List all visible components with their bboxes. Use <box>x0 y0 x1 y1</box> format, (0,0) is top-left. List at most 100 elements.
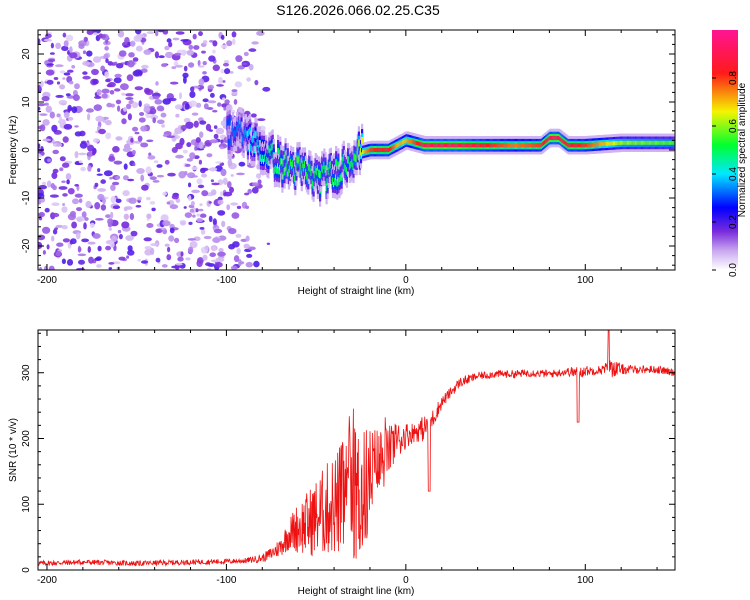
noise-speckle <box>171 66 177 70</box>
noise-speckle <box>110 196 117 204</box>
noise-speckle <box>156 174 165 178</box>
noise-speckle <box>184 103 190 110</box>
noise-speckle <box>74 193 83 198</box>
noise-speckle <box>105 132 112 140</box>
noise-speckle <box>138 100 142 107</box>
noise-speckle <box>196 178 203 185</box>
spectral-cell <box>277 148 280 156</box>
noise-speckle <box>52 168 59 174</box>
noise-speckle <box>45 33 52 39</box>
noise-speckle <box>79 141 88 149</box>
noise-speckle <box>62 77 66 80</box>
noise-speckle <box>245 205 250 209</box>
noise-speckle <box>150 243 160 247</box>
noise-speckle <box>114 88 121 92</box>
noise-speckle <box>251 41 259 45</box>
noise-speckle <box>248 63 254 71</box>
noise-speckle <box>140 125 148 132</box>
noise-speckle <box>97 188 106 192</box>
noise-speckle <box>125 97 134 100</box>
noise-speckle <box>141 184 149 191</box>
noise-speckle <box>228 228 237 235</box>
noise-speckle <box>121 92 126 96</box>
noise-speckle <box>38 154 42 158</box>
noise-speckle <box>160 214 169 222</box>
noise-speckle <box>123 175 129 181</box>
noise-speckle <box>243 51 249 57</box>
noise-speckle <box>71 106 78 114</box>
noise-speckle <box>62 136 69 143</box>
noise-speckle <box>156 164 163 168</box>
noise-speckle <box>61 162 70 168</box>
noise-speckle <box>101 93 108 99</box>
noise-speckle <box>166 201 171 205</box>
noise-speckle <box>180 39 189 42</box>
noise-speckle <box>45 105 52 113</box>
noise-speckle <box>205 262 212 267</box>
noise-speckle <box>127 249 135 256</box>
noise-speckle <box>223 62 229 67</box>
noise-speckle <box>130 137 134 143</box>
spectral-cell <box>608 141 611 146</box>
noise-speckle <box>67 116 74 121</box>
noise-speckle <box>101 34 106 39</box>
noise-speckle <box>166 254 172 261</box>
noise-speckle <box>162 228 168 235</box>
noise-speckle <box>161 124 166 128</box>
spectrogram-x-tick-label: -100 <box>216 275 236 286</box>
noise-speckle <box>83 36 89 42</box>
noise-speckle <box>77 245 81 253</box>
snr-y-tick-label: 100 <box>21 495 32 512</box>
noise-speckle <box>256 30 265 36</box>
noise-speckle <box>175 142 183 150</box>
noise-speckle <box>174 127 183 134</box>
noise-speckle <box>197 65 205 68</box>
noise-speckle <box>51 124 58 133</box>
noise-speckle <box>213 125 218 129</box>
noise-speckle <box>61 258 66 265</box>
noise-speckle <box>168 41 173 48</box>
noise-speckle <box>81 211 87 219</box>
noise-speckle <box>56 242 64 247</box>
noise-speckle <box>217 199 224 205</box>
noise-speckle <box>230 265 238 270</box>
noise-speckle <box>59 70 66 74</box>
noise-speckle <box>51 212 60 218</box>
noise-speckle <box>160 112 167 118</box>
noise-speckle <box>108 156 116 162</box>
noise-speckle <box>44 207 50 213</box>
noise-speckle <box>257 179 262 185</box>
spectral-cell <box>672 140 675 145</box>
noise-speckle <box>206 267 212 270</box>
spectrogram-y-tick-label: 10 <box>21 96 32 108</box>
noise-speckle <box>94 202 101 210</box>
noise-speckle <box>256 118 266 121</box>
noise-speckle <box>184 212 193 219</box>
noise-speckle <box>217 251 226 257</box>
noise-speckle <box>59 84 66 90</box>
noise-speckle <box>230 202 239 206</box>
noise-speckle <box>215 262 223 268</box>
noise-speckle <box>109 241 115 249</box>
noise-speckle <box>162 98 171 105</box>
noise-speckle <box>92 56 102 63</box>
noise-speckle <box>49 52 55 55</box>
noise-speckle <box>208 55 216 62</box>
noise-speckle <box>211 246 217 252</box>
noise-speckle <box>144 246 152 250</box>
noise-speckle <box>197 184 205 189</box>
noise-speckle <box>220 34 225 40</box>
spectral-cell <box>324 165 327 173</box>
noise-speckle <box>130 40 136 47</box>
snr-x-axis-label: Height of straight line (km) <box>298 586 415 597</box>
noise-speckle <box>71 221 77 229</box>
noise-speckle <box>123 213 129 220</box>
noise-speckle <box>105 78 111 83</box>
noise-speckle <box>39 80 44 88</box>
spectrogram-y-tick-label: 0 <box>21 147 32 153</box>
noise-speckle <box>150 114 159 120</box>
noise-speckle <box>56 81 61 85</box>
noise-speckle <box>252 182 259 187</box>
spectral-cell <box>673 140 675 145</box>
noise-speckle <box>203 235 212 240</box>
